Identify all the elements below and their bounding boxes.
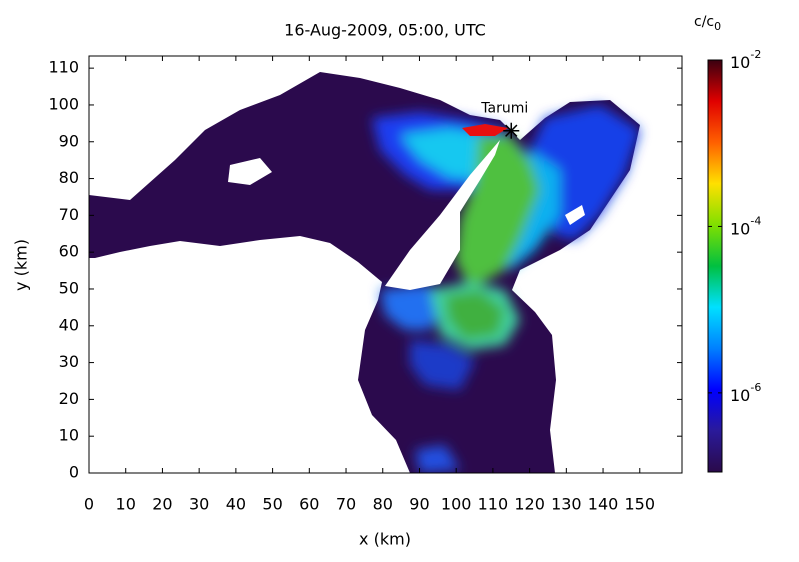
chart-title: 16-Aug-2009, 05:00, UTC bbox=[284, 21, 486, 40]
annotation-label: Tarumi bbox=[480, 101, 528, 117]
x-tick-label: 100 bbox=[441, 495, 472, 514]
x-tick-label: 110 bbox=[478, 495, 509, 514]
x-tick-label: 50 bbox=[262, 495, 282, 514]
x-tick-label: 30 bbox=[189, 495, 209, 514]
y-tick-label: 10 bbox=[59, 426, 79, 445]
y-tick-label: 110 bbox=[48, 58, 79, 77]
colorbar-tick-label: 10-6 bbox=[730, 381, 761, 405]
y-tick-label: 80 bbox=[59, 168, 79, 187]
plot-frame bbox=[88, 55, 683, 474]
island bbox=[565, 205, 585, 225]
colorbar bbox=[708, 60, 722, 472]
y-axis-label: y (km) bbox=[12, 239, 31, 291]
marker-stroke bbox=[505, 124, 518, 137]
island bbox=[228, 158, 272, 185]
x-tick-label: 150 bbox=[625, 495, 656, 514]
y-tick-label: 70 bbox=[59, 205, 79, 224]
y-tick-label: 0 bbox=[69, 463, 79, 482]
y-tick-label: 20 bbox=[59, 389, 79, 408]
y-tick-label: 40 bbox=[59, 315, 79, 334]
y-tick-label: 90 bbox=[59, 131, 79, 150]
x-tick-label: 40 bbox=[226, 495, 246, 514]
field bbox=[89, 72, 640, 473]
annotation-marker bbox=[503, 122, 520, 139]
x-tick-label: 10 bbox=[116, 495, 136, 514]
source bbox=[462, 124, 508, 136]
x-tick-label: 130 bbox=[551, 495, 582, 514]
colorbar-title: c/c0 bbox=[694, 14, 721, 33]
colorbar-tick-label: 10-2 bbox=[730, 48, 761, 72]
colorbar-tick-label: 10-4 bbox=[730, 214, 761, 238]
x-tick-label: 80 bbox=[373, 495, 393, 514]
x-axis-label: x (km) bbox=[359, 530, 411, 549]
y-tick-label: 30 bbox=[59, 352, 79, 371]
x-tick-label: 70 bbox=[336, 495, 356, 514]
colorbar-frame bbox=[707, 59, 723, 473]
x-tick-label: 0 bbox=[84, 495, 94, 514]
x-tick-label: 140 bbox=[588, 495, 619, 514]
x-tick-label: 60 bbox=[299, 495, 319, 514]
x-tick-label: 20 bbox=[152, 495, 172, 514]
x-tick-label: 120 bbox=[514, 495, 545, 514]
y-tick-label: 100 bbox=[48, 94, 79, 113]
x-tick-label: 90 bbox=[409, 495, 429, 514]
y-tick-label: 60 bbox=[59, 242, 79, 261]
y-tick-label: 50 bbox=[59, 278, 79, 297]
awaji-island bbox=[385, 140, 500, 290]
